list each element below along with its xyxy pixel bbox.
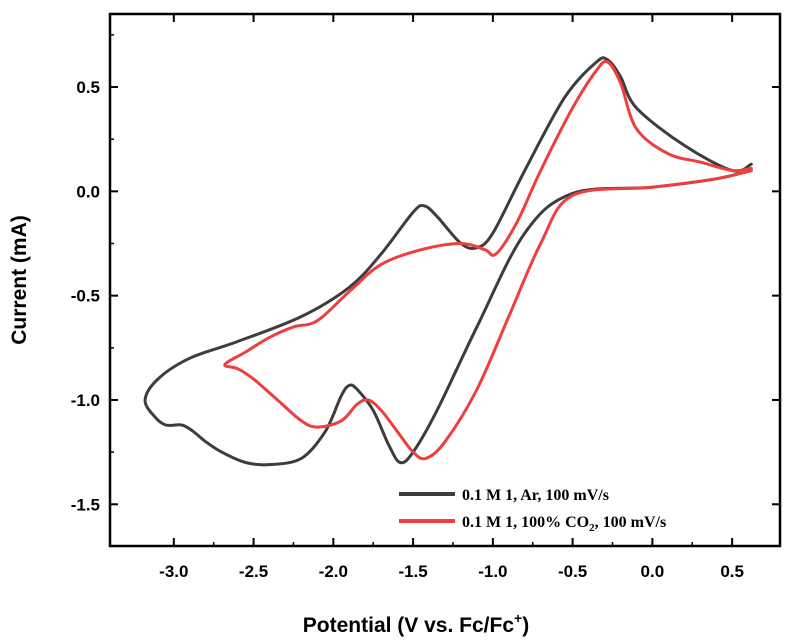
- series-line-co2: [223, 59, 753, 461]
- x-axis-title-sup: +: [514, 610, 522, 626]
- x-axis-title-main: Potential (V vs. Fc/Fc: [303, 614, 515, 637]
- y-tick-label: 0.5: [76, 78, 100, 97]
- x-tick-label: -1.0: [478, 562, 507, 581]
- x-axis-title: Potential (V vs. Fc/Fc+): [303, 610, 529, 637]
- y-axis-title: Current (mA): [8, 215, 31, 345]
- x-tick-label: -0.5: [558, 562, 587, 581]
- series-layer: [143, 56, 753, 467]
- y-tick-label: 0.0: [76, 182, 100, 201]
- x-tick-label: -2.5: [239, 562, 268, 581]
- legend-label-co2: 0.1 M 1, 100% CO2, 100 mV/s: [462, 514, 666, 534]
- y-tick-label: -1.5: [71, 495, 100, 514]
- y-tick-label: -0.5: [71, 287, 100, 306]
- y-tick-label: -1.0: [71, 391, 100, 410]
- series-line-ar: [143, 56, 753, 467]
- legend: 0.1 M 1, Ar, 100 mV/s 0.1 M 1, 100% CO2,…: [399, 487, 666, 534]
- legend-label-ar: 0.1 M 1, Ar, 100 mV/s: [462, 487, 609, 504]
- x-axis-ticks: -3.0 -2.5 -2.0 -1.5 -1.0 -0.5 0.0 0.5: [159, 14, 744, 581]
- x-tick-label: 0.0: [641, 562, 665, 581]
- y-axis-ticks: -1.5 -1.0 -0.5 0.0 0.5: [71, 34, 780, 514]
- x-axis-title-close: ): [522, 614, 529, 637]
- plot-frame: [108, 12, 782, 548]
- x-tick-label: 0.5: [720, 562, 744, 581]
- x-tick-label: -1.5: [398, 562, 427, 581]
- x-tick-label: -2.0: [319, 562, 348, 581]
- x-tick-label: -3.0: [159, 562, 188, 581]
